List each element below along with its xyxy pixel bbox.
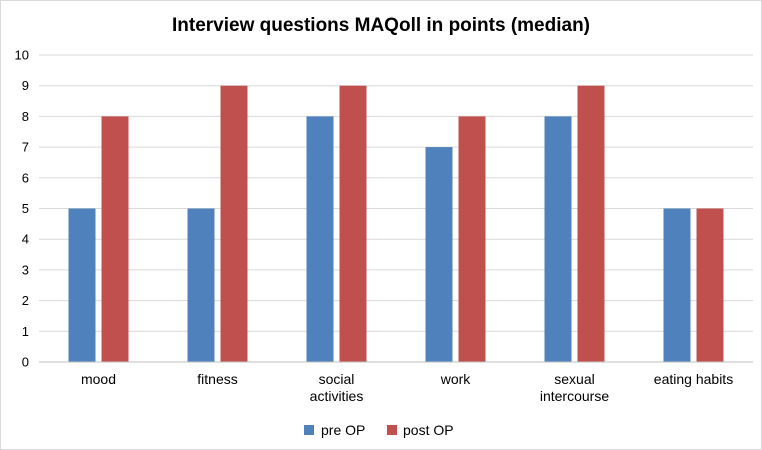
x-category-label: intercourse — [540, 388, 609, 404]
bar-post-op — [339, 85, 367, 362]
bars — [68, 85, 724, 363]
y-axis-ticks: 0 1 2 3 4 5 6 7 8 9 10 — [15, 48, 29, 370]
y-tick-label: 10 — [15, 48, 29, 63]
y-tick-label: 6 — [22, 170, 29, 185]
y-tick-label: 8 — [22, 109, 29, 124]
bar-pre-op — [544, 116, 572, 363]
x-category-label: activities — [310, 388, 364, 404]
y-tick-label: 3 — [22, 262, 29, 277]
gridlines — [39, 54, 753, 332]
bar-pre-op — [68, 208, 96, 362]
legend-label: pre OP — [321, 422, 365, 438]
x-category-label: social — [319, 371, 355, 387]
x-category-label: fitness — [197, 371, 237, 387]
y-tick-label: 1 — [22, 324, 29, 339]
y-tick-label: 9 — [22, 78, 29, 93]
legend-swatch — [387, 425, 397, 435]
bar-pre-op — [663, 208, 691, 362]
bar-post-op — [101, 116, 129, 363]
y-tick-label: 5 — [22, 201, 29, 216]
legend-label: post OP — [403, 422, 454, 438]
bar-post-op — [577, 85, 605, 362]
y-tick-label: 7 — [22, 140, 29, 155]
x-category-label: eating habits — [654, 371, 733, 387]
x-category-label: mood — [81, 371, 116, 387]
bar-pre-op — [425, 147, 453, 362]
y-tick-label: 0 — [22, 355, 29, 370]
x-category-label: work — [440, 371, 472, 387]
x-category-label: sexual — [554, 371, 594, 387]
bar-post-op — [220, 85, 248, 362]
chart-title: Interview questions MAQoll in points (me… — [172, 15, 590, 36]
y-tick-label: 2 — [22, 293, 29, 308]
y-tick-label: 4 — [22, 232, 29, 247]
bar-post-op — [696, 208, 724, 362]
bar-post-op — [458, 116, 486, 363]
legend: pre OP post OP — [304, 422, 454, 438]
bar-pre-op — [187, 208, 215, 362]
bar-pre-op — [306, 116, 334, 363]
legend-swatch — [304, 425, 314, 435]
